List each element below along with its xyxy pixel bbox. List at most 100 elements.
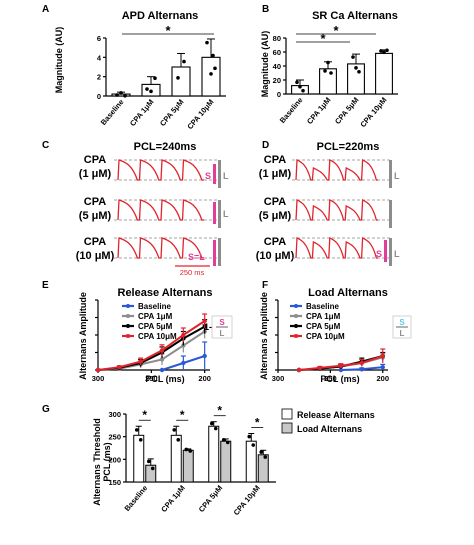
bar [133,434,145,483]
series-line [97,320,206,371]
panel-c-scale-label: 250 ms [180,268,205,277]
x-tick-label: 200 [198,374,211,383]
legend-g-release-label: Release Alternans [297,410,375,420]
panel-c-row3-conc: (10 μM) [76,250,115,262]
sig-star: * [180,408,185,422]
panel-c-l-marker-2 [218,200,221,228]
legend-label: Baseline [138,302,171,311]
panel-d-row1-conc: (1 μM) [259,168,292,180]
x-tick-label: CPA 10μM [232,484,262,518]
panel-d-row3-label: CPA [264,236,286,248]
panel-c-row2-label: CPA [84,196,106,208]
panel-g-letter: G [42,404,50,415]
x-tick-label: Baseline [123,484,150,513]
panel-e-xlabel: PCL (ms) [145,374,184,384]
data-point [326,60,330,65]
bar [171,66,191,97]
data-point [123,94,127,98]
data-point [182,59,186,64]
x-tick-label: CPA 5μM [158,98,186,128]
sig-star: * [255,415,260,429]
data-point [259,450,264,454]
data-point [385,48,389,53]
panel-c: C PCL=240ms CPA (1 μM) CPA (5 μM) CPA (1… [42,140,229,277]
legend-label: CPA 10μM [138,332,177,341]
data-point [115,93,119,97]
data-point [176,438,181,442]
x-tick-label: Baseline [278,96,305,125]
data-point [181,332,186,338]
panel-d-title: PCL=220ms [317,141,380,153]
x-tick-label: 300 [92,374,105,383]
panel-c-letter: C [42,140,49,151]
panel-e-title: Release Alternans [118,287,213,299]
panel-g-plot: 150 200 250 300 * Baseline * CPA 1μM * CPA 5μM * CP… [108,404,276,517]
y-tick-label: 0 [277,90,281,99]
x-tick-label: CPA 5μM [197,484,225,514]
legend-marker [126,304,130,308]
legend-marker [126,334,130,338]
data-point [188,449,193,453]
bar [245,440,257,483]
panel-c-s-label-1: S [205,171,211,181]
data-point [213,426,218,431]
bar [201,56,221,97]
legend-marker [126,314,130,318]
panel-d-s-marker-3 [384,240,387,262]
data-point [150,466,155,471]
panel-a-ylabel: Magnitude (AU) [54,27,64,94]
sig-star: * [217,404,222,418]
data-point [159,367,165,373]
legend-marker [294,304,298,308]
panel-c-l-label-2: L [223,209,229,219]
panel-d-traces [292,158,392,259]
panel-b: B SR Ca Alternans Magnitude (AU) 0 20 40 60… [260,4,398,129]
x-tick-label: CPA 10μM [358,96,388,130]
x-tick-label: 200 [377,374,390,383]
panel-b-sig-star-2: * [320,31,326,46]
panel-d-l-label-3: L [394,249,400,259]
data-point [202,353,207,359]
panel-f-letter: F [262,280,268,291]
data-point [159,357,165,362]
data-point [205,40,209,45]
panel-d-row3-conc: (10 μM) [256,250,295,262]
data-point [338,363,344,368]
bar [375,52,393,95]
panel-c-l-label-1: L [223,171,229,181]
ap-trace [295,158,378,181]
data-point [221,438,226,442]
data-point [225,440,230,445]
data-point [351,55,355,59]
data-point [317,365,323,371]
data-point [298,84,302,89]
panel-d-row2-label: CPA [264,196,286,208]
data-point [138,438,143,442]
panel-d-row1-label: CPA [264,154,286,166]
legend-g-load-label: Load Alternans [297,424,362,434]
legend-label: CPA 1μM [306,312,341,321]
data-point [149,89,153,94]
panel-c-row1-conc: (1 μM) [79,168,112,180]
panel-d-l-marker-2 [389,200,392,228]
data-point [209,72,213,76]
data-point [95,367,101,373]
legend-label: CPA 10μM [306,332,345,341]
panel-d-s-label: S [376,249,382,259]
data-point [359,367,365,372]
x-tick-label: CPA 10μM [185,98,215,132]
bar [208,425,220,483]
data-point [184,447,189,452]
y-tick-label: 300 [108,410,121,419]
data-point [296,367,302,373]
panel-b-letter: B [262,4,269,15]
panel-d-l-marker-1 [389,160,392,188]
y-tick-label: 20 [273,76,281,85]
y-tick-label: 0 [97,92,101,101]
panel-a-sig-star: * [165,23,171,38]
legend-marker [294,324,298,328]
legend-marker [294,314,298,318]
data-point [323,69,327,73]
